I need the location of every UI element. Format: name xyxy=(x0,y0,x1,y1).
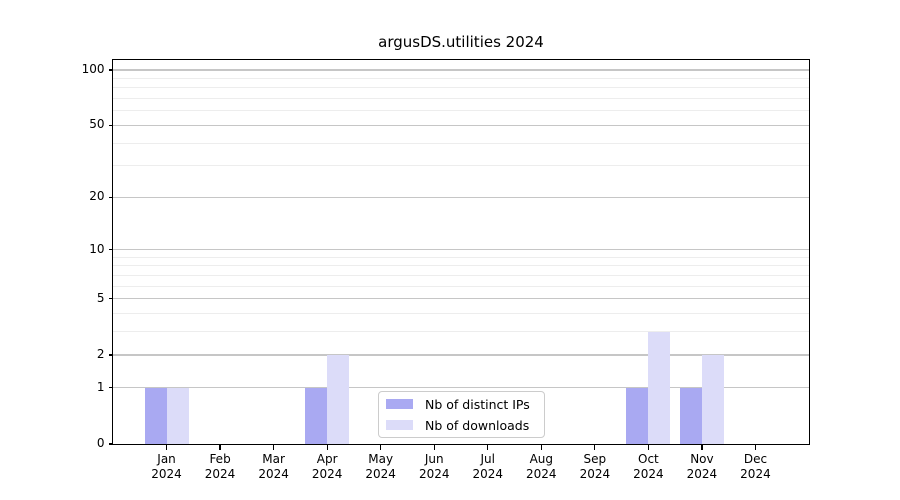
y-axis-tick-1 xyxy=(108,387,113,389)
x-axis-tick-aug xyxy=(540,445,542,450)
y-axis-tick-label-1: 1 xyxy=(96,379,105,394)
y-axis-tick-0 xyxy=(108,443,113,445)
y-axis-tick-label-20: 20 xyxy=(89,189,105,204)
gridline-major-10 xyxy=(113,249,809,251)
x-axis-tick-label-aug: Aug 2024 xyxy=(526,452,557,481)
bar-nov-downloads xyxy=(701,354,724,444)
x-axis-tick-label-may: May 2024 xyxy=(365,452,396,481)
x-axis-tick-label-feb: Feb 2024 xyxy=(204,452,236,481)
gridline-major-1 xyxy=(113,387,809,389)
gridline-minor-8 xyxy=(113,265,809,267)
chart-title: argusDS.utilities 2024 xyxy=(378,33,544,51)
gridline-minor-3 xyxy=(113,331,809,333)
bar-jan-downloads xyxy=(166,387,189,444)
x-axis-tick-apr xyxy=(326,445,328,450)
x-axis-tick-oct xyxy=(647,445,649,450)
bar-jan-distinct-ips xyxy=(144,387,167,444)
y-axis-tick-100 xyxy=(108,69,113,71)
x-axis-tick-sep xyxy=(594,445,596,450)
legend-swatch-downloads xyxy=(386,420,413,430)
gridline-minor-70 xyxy=(113,98,809,100)
gridline-major-50 xyxy=(113,124,809,126)
legend-entry-distinct-ips: Nb of distinct IPs xyxy=(386,397,536,412)
gridline-minor-6 xyxy=(113,285,809,287)
x-axis-tick-label-jun: Jun 2024 xyxy=(418,452,450,481)
gridline-major-2 xyxy=(113,354,809,356)
x-axis-tick-may xyxy=(380,445,382,450)
x-axis-tick-jun xyxy=(433,445,435,450)
gridline-minor-40 xyxy=(113,142,809,144)
x-axis-tick-jul xyxy=(487,445,489,450)
y-axis-tick-label-100: 100 xyxy=(81,62,105,77)
legend-label-distinct-ips: Nb of distinct IPs xyxy=(425,396,530,412)
y-axis-tick-label-10: 10 xyxy=(89,241,105,256)
x-axis-tick-label-sep: Sep 2024 xyxy=(579,452,611,481)
gridline-minor-60 xyxy=(113,110,809,112)
x-axis-tick-dec xyxy=(754,445,757,450)
bar-apr-downloads xyxy=(327,354,350,444)
gridline-minor-9 xyxy=(113,256,809,258)
x-axis-tick-label-apr: Apr 2024 xyxy=(311,452,343,481)
y-axis-tick-10 xyxy=(108,249,113,251)
bar-oct-downloads xyxy=(648,331,671,444)
y-axis-tick-label-5: 5 xyxy=(96,290,105,305)
y-axis-tick-5 xyxy=(108,298,113,300)
x-axis-tick-label-oct: Oct 2024 xyxy=(633,452,664,481)
legend-swatch-distinct-ips xyxy=(386,399,413,409)
x-axis-tick-label-dec: Dec 2024 xyxy=(740,452,771,481)
x-axis-tick-label-jul: Jul 2024 xyxy=(472,452,504,481)
legend-entry-downloads: Nb of downloads xyxy=(386,418,536,433)
y-axis-tick-2 xyxy=(108,354,113,356)
bar-apr-distinct-ips xyxy=(305,387,328,444)
gridline-minor-4 xyxy=(113,313,809,315)
gridline-minor-90 xyxy=(113,77,809,79)
gridline-major-100 xyxy=(113,69,809,71)
y-axis-tick-50 xyxy=(108,124,113,126)
y-axis-tick-label-0: 0 xyxy=(96,436,105,450)
bar-oct-distinct-ips xyxy=(626,387,649,444)
x-axis-tick-label-nov: Nov 2024 xyxy=(686,452,718,481)
x-axis-tick-mar xyxy=(273,445,275,450)
gridline-minor-30 xyxy=(113,165,809,167)
x-axis-tick-feb xyxy=(219,445,221,450)
x-axis-tick-label-mar: Mar 2024 xyxy=(258,452,289,481)
gridline-major-20 xyxy=(113,196,809,198)
gridline-minor-80 xyxy=(113,87,809,89)
x-axis-tick-nov xyxy=(701,445,703,450)
gridline-major-5 xyxy=(113,298,809,300)
bar-nov-distinct-ips xyxy=(679,387,702,444)
y-axis-tick-label-2: 2 xyxy=(96,346,105,361)
y-axis-tick-label-50: 50 xyxy=(89,117,105,132)
y-axis-tick-20 xyxy=(108,196,113,198)
legend: Nb of distinct IPs Nb of downloads xyxy=(378,391,545,438)
legend-label-downloads: Nb of downloads xyxy=(425,417,530,433)
x-axis-tick-label-jan: Jan 2024 xyxy=(151,452,182,481)
gridline-minor-7 xyxy=(113,274,809,276)
x-axis-tick-jan xyxy=(165,445,168,450)
